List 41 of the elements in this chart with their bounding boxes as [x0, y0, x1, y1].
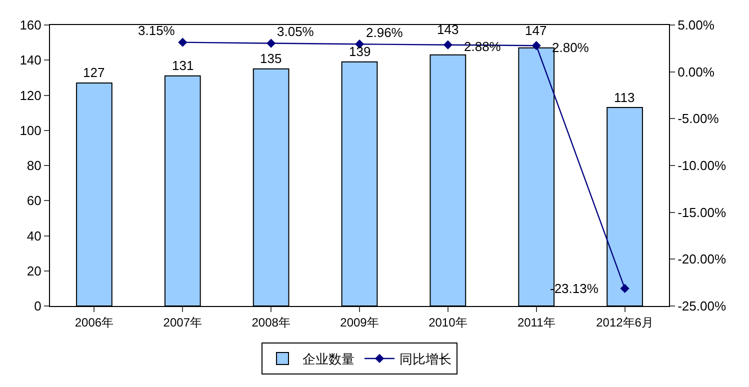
- x-tick-label: 2008年: [252, 315, 290, 330]
- point: [620, 284, 630, 294]
- y-tick-label: 80: [26, 158, 42, 174]
- y-tick-label: 120: [20, 88, 42, 103]
- y-tick-label: 160: [20, 18, 42, 33]
- y-tick-label: 140: [20, 52, 42, 68]
- data-label: 2.80%: [552, 40, 590, 55]
- y2-tick-label: -25.00%: [678, 298, 726, 314]
- data-label: 113: [614, 90, 635, 105]
- x-tick-label: 2007年: [163, 315, 202, 330]
- y-tick-label: 20: [26, 263, 42, 278]
- data-label: 147: [525, 23, 547, 38]
- y-tick-label: 40: [26, 228, 42, 244]
- x-tick-label: 2006年: [74, 315, 114, 330]
- y2-tick-label: -15.00%: [678, 204, 726, 220]
- data-label: 3.05%: [277, 24, 314, 39]
- y-tick-label: 100: [20, 122, 42, 138]
- point: [532, 41, 541, 50]
- x-tick-label: 2010年: [428, 315, 468, 330]
- point: [266, 38, 276, 48]
- y2-tick-label: 0.00%: [678, 64, 715, 80]
- legend-label: 企业数量: [302, 352, 354, 367]
- data-label: 135: [260, 51, 282, 66]
- y-tick-label: 60: [26, 193, 42, 208]
- point: [178, 38, 188, 47]
- y2-tick-label: 5.00%: [678, 18, 715, 33]
- data-label: 2.96%: [366, 25, 404, 40]
- data-label: 139: [349, 44, 371, 59]
- y2-tick-label: -10.00%: [678, 158, 726, 174]
- legend-label: 同比增长: [400, 352, 452, 367]
- x-tick-label: 2012年6月: [596, 315, 654, 330]
- point: [443, 40, 452, 50]
- y-tick-label: 0: [34, 298, 42, 314]
- data-label: 127: [83, 65, 105, 80]
- x-tick-label: 2011年: [517, 315, 556, 330]
- x-tick-label: 2009年: [340, 315, 379, 330]
- y2-tick-label: -5.00%: [678, 111, 720, 126]
- data-label: 131: [172, 58, 194, 73]
- y2-tick-label: -20.00%: [678, 252, 726, 267]
- data-label: 3.15%: [138, 23, 176, 38]
- data-label: 143: [437, 22, 459, 37]
